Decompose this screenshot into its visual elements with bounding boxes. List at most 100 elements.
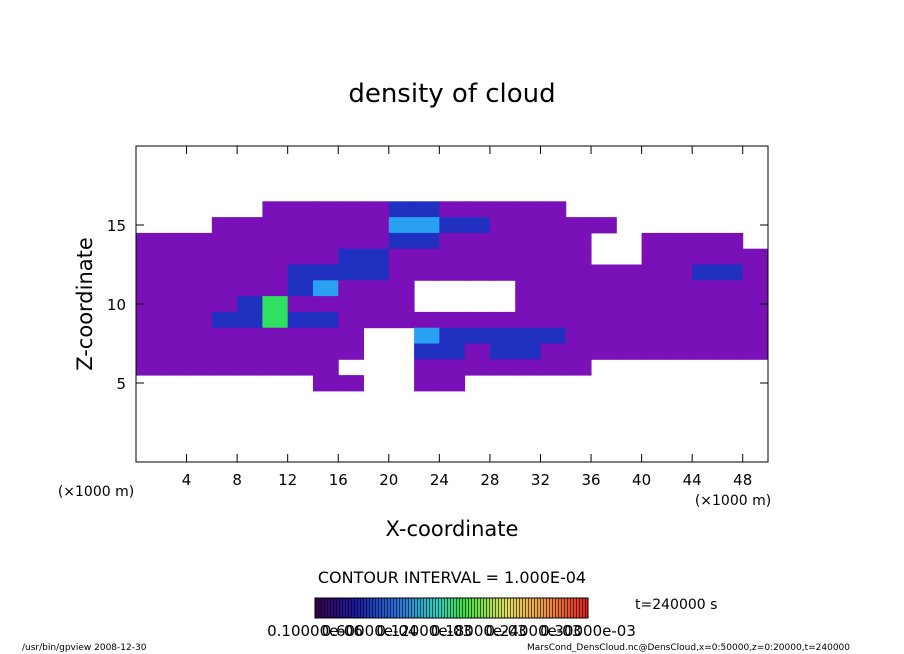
footer-left: /usr/bin/gpview 2008-12-30 — [22, 643, 147, 653]
cell — [515, 248, 541, 265]
cell — [237, 359, 263, 376]
cell — [136, 296, 162, 313]
cell — [540, 327, 567, 344]
cell — [742, 280, 769, 297]
cell — [262, 248, 289, 265]
x-tick-label: 44 — [683, 471, 702, 489]
cell — [616, 343, 643, 360]
cell — [565, 343, 592, 360]
cell — [692, 327, 718, 344]
cell — [414, 327, 440, 344]
cell — [388, 280, 415, 297]
cell — [262, 343, 289, 360]
cell — [717, 343, 744, 360]
cell — [565, 280, 592, 297]
y-tick-label: 5 — [116, 375, 126, 393]
chart-title: density of cloud — [348, 79, 555, 109]
cell — [414, 375, 440, 392]
cell — [312, 311, 339, 329]
cell — [363, 280, 390, 297]
cell — [489, 217, 516, 234]
cell — [388, 296, 415, 313]
cell — [338, 343, 365, 360]
cell — [363, 201, 390, 218]
cell — [161, 264, 188, 281]
cell — [540, 232, 567, 250]
cell — [692, 311, 718, 329]
cell — [692, 343, 718, 360]
y-tick-label: 15 — [107, 217, 126, 235]
cell — [312, 280, 339, 297]
cell — [262, 296, 289, 313]
cell — [211, 232, 238, 250]
cell — [237, 248, 263, 265]
cell — [540, 248, 567, 265]
cell — [237, 217, 263, 234]
cell — [161, 280, 188, 297]
cell — [540, 343, 567, 360]
cell — [136, 343, 162, 360]
cell — [186, 232, 213, 250]
cell — [211, 359, 238, 376]
cell — [515, 280, 541, 297]
cell — [692, 232, 718, 250]
x-tick-label: 40 — [632, 471, 651, 489]
cell — [414, 359, 440, 376]
cell — [287, 232, 314, 250]
cell — [692, 264, 718, 281]
cell — [565, 359, 592, 376]
x-tick-label: 12 — [278, 471, 297, 489]
cell — [515, 327, 541, 344]
cell — [338, 232, 365, 250]
cell — [717, 248, 744, 265]
cell — [591, 311, 617, 329]
cell — [692, 296, 718, 313]
cell — [338, 296, 365, 313]
cell — [464, 327, 491, 344]
cell — [312, 248, 339, 265]
cell — [692, 280, 718, 297]
cell — [464, 311, 491, 329]
cell — [388, 311, 415, 329]
cell — [363, 217, 390, 234]
x-tick-label: 32 — [531, 471, 550, 489]
cell — [641, 327, 668, 344]
cell — [262, 201, 289, 218]
cell — [591, 296, 617, 313]
cell — [338, 327, 365, 344]
cell — [439, 201, 466, 218]
cell — [515, 217, 541, 234]
cell — [136, 280, 162, 297]
cell — [312, 359, 339, 376]
cell — [136, 311, 162, 329]
colorbar-label: 0.30000e-03 — [540, 622, 636, 640]
cell — [717, 327, 744, 344]
cell — [489, 248, 516, 265]
cell — [388, 264, 415, 281]
cell — [338, 311, 365, 329]
colorbar-label: 0.10000e-06 — [267, 622, 363, 640]
cell — [515, 311, 541, 329]
cell — [439, 264, 466, 281]
cell — [616, 280, 643, 297]
cell — [666, 343, 693, 360]
cell — [616, 311, 643, 329]
cell — [591, 343, 617, 360]
cell — [489, 311, 516, 329]
cell — [439, 359, 466, 376]
cell — [388, 201, 415, 218]
x-tick-label: 36 — [581, 471, 600, 489]
cell — [414, 201, 440, 218]
cell — [666, 296, 693, 313]
cell — [161, 343, 188, 360]
cell — [161, 232, 188, 250]
cell — [262, 280, 289, 297]
cell — [666, 311, 693, 329]
cell — [591, 264, 617, 281]
cell — [439, 232, 466, 250]
x-tick-label: 16 — [329, 471, 348, 489]
cell — [363, 232, 390, 250]
cell — [211, 296, 238, 313]
cell — [439, 217, 466, 234]
cell — [388, 232, 415, 250]
